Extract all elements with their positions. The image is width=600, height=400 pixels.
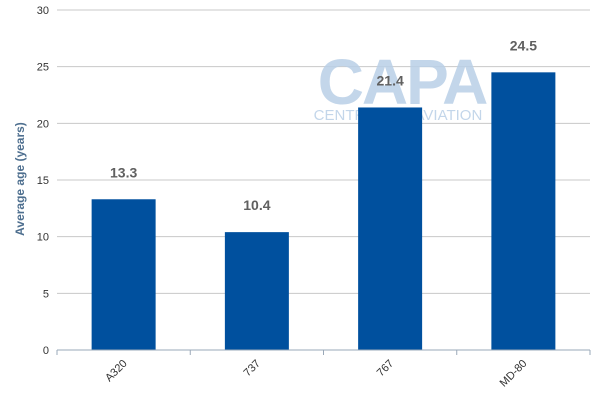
y-tick-label: 0 xyxy=(43,345,49,357)
x-tick-label: 737 xyxy=(242,358,263,379)
bar-767 xyxy=(358,107,423,350)
y-tick-label: 10 xyxy=(37,232,49,244)
y-tick-label: 25 xyxy=(37,62,49,74)
y-tick-label: 20 xyxy=(37,118,49,130)
x-tick-label: MD-80 xyxy=(498,358,530,390)
x-tick-label: 767 xyxy=(375,358,396,379)
bar-a320 xyxy=(91,199,156,350)
data-label: 10.4 xyxy=(243,197,270,213)
data-label: 21.4 xyxy=(377,72,404,88)
x-tick-label: A320 xyxy=(103,358,130,385)
capa-watermark-logo: CAPA CENTRE FOR AVIATION xyxy=(314,46,489,124)
data-label: 13.3 xyxy=(110,164,137,180)
y-tick-label: 15 xyxy=(37,175,49,187)
y-tick-label: 30 xyxy=(37,5,49,17)
y-axis-title: Average age (years) xyxy=(13,122,27,236)
bars-layer: 13.3 10.4 21.4 24.5 xyxy=(91,37,556,350)
bar-md-80 xyxy=(491,72,556,350)
data-label: 24.5 xyxy=(510,37,537,53)
bar-737 xyxy=(224,232,289,350)
y-tick-label: 5 xyxy=(43,288,49,300)
watermark-logo-text: CAPA xyxy=(318,46,487,118)
